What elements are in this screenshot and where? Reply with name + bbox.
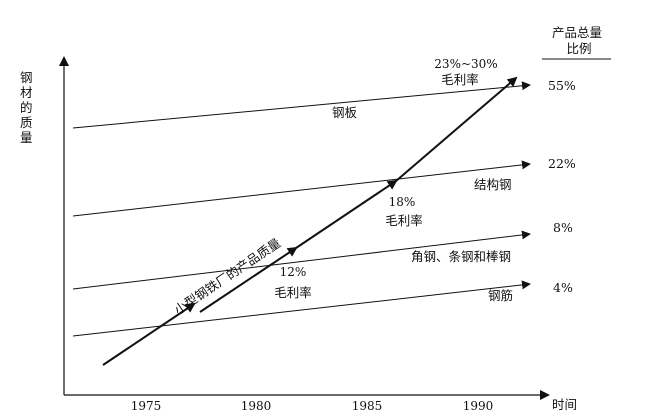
margin-note-text: 毛利率 xyxy=(441,72,479,87)
share-value-plate: 55% xyxy=(548,78,576,93)
x-tick-label: 1975 xyxy=(131,399,162,413)
product-label-rebar: 钢筋 xyxy=(488,288,513,303)
margin-note-pct: 23%~30% xyxy=(434,57,497,71)
minimill-quality-arrow xyxy=(102,76,518,366)
product-line-rebar xyxy=(72,280,531,337)
x-tick-label: 1980 xyxy=(241,399,272,413)
product-label-angles-bars: 角钢、条钢和棒钢 xyxy=(411,249,511,264)
product-line-plate xyxy=(72,81,531,129)
share-header-line1: 产品总量 xyxy=(552,25,602,40)
margin-note-pct: 12% xyxy=(280,265,307,279)
product-label-plate: 钢板 xyxy=(332,105,358,120)
x-axis-label: 时间 xyxy=(552,397,577,412)
x-tick-label: 1990 xyxy=(463,399,494,413)
y-axis-label: 钢材的质量 xyxy=(20,70,33,145)
share-header-line2: 比例 xyxy=(566,41,591,56)
minimill-quality-label: 小型钢铁厂的产品质量 xyxy=(171,235,283,317)
margin-note-text: 毛利率 xyxy=(274,285,312,300)
share-value-rebar: 4% xyxy=(553,280,573,295)
share-value-structural: 22% xyxy=(548,156,576,171)
product-label-structural: 结构钢 xyxy=(474,177,512,192)
margin-note-pct: 18% xyxy=(389,195,416,209)
product-line-angles-bars xyxy=(72,230,531,290)
product-line-structural xyxy=(72,160,531,217)
margin-note-text: 毛利率 xyxy=(385,213,423,228)
x-tick-label: 1985 xyxy=(352,399,383,413)
share-value-angles-bars: 8% xyxy=(553,220,573,235)
